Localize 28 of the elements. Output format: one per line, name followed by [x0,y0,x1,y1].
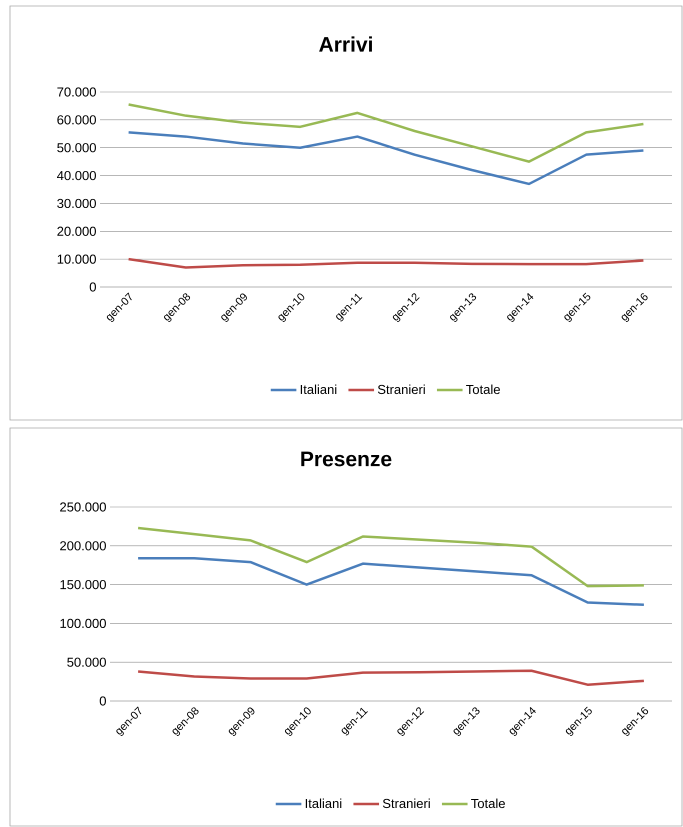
line-series [127,131,645,186]
line-series [136,556,646,606]
y-tick-label: 250.000 [60,502,106,512]
y-tick-label: 70.000 [57,87,96,97]
line-series [136,526,646,588]
y-tick-label: 30.000 [57,198,96,208]
y-tick-label: 0 [100,696,106,706]
legend-label: Italiani [300,384,336,394]
chart-title: Arrivi [319,36,372,52]
y-tick-label: 10.000 [58,254,96,264]
y-tick-label: 50.000 [57,143,96,152]
y-tick-label: 200.000 [60,541,106,550]
y-tick-label: 20.000 [57,226,96,236]
line-series [127,103,645,163]
y-tick-label: 0 [90,282,96,292]
legend-label: Totale [471,798,505,808]
line-series [136,669,646,686]
legend-label: Stranieri [378,384,425,394]
y-tick-label: 150.000 [60,580,106,590]
y-tick-label: 60.000 [57,115,96,124]
legend-label: Totale [466,384,500,394]
y-tick-label: 40.000 [57,170,96,180]
legend-label: Italiani [306,798,342,808]
legend-label: Stranieri [382,798,430,808]
line-series [127,258,645,269]
y-tick-label: 100.000 [60,618,106,628]
y-tick-label: 50.000 [67,658,106,667]
chart-title: Presenze [301,452,392,466]
